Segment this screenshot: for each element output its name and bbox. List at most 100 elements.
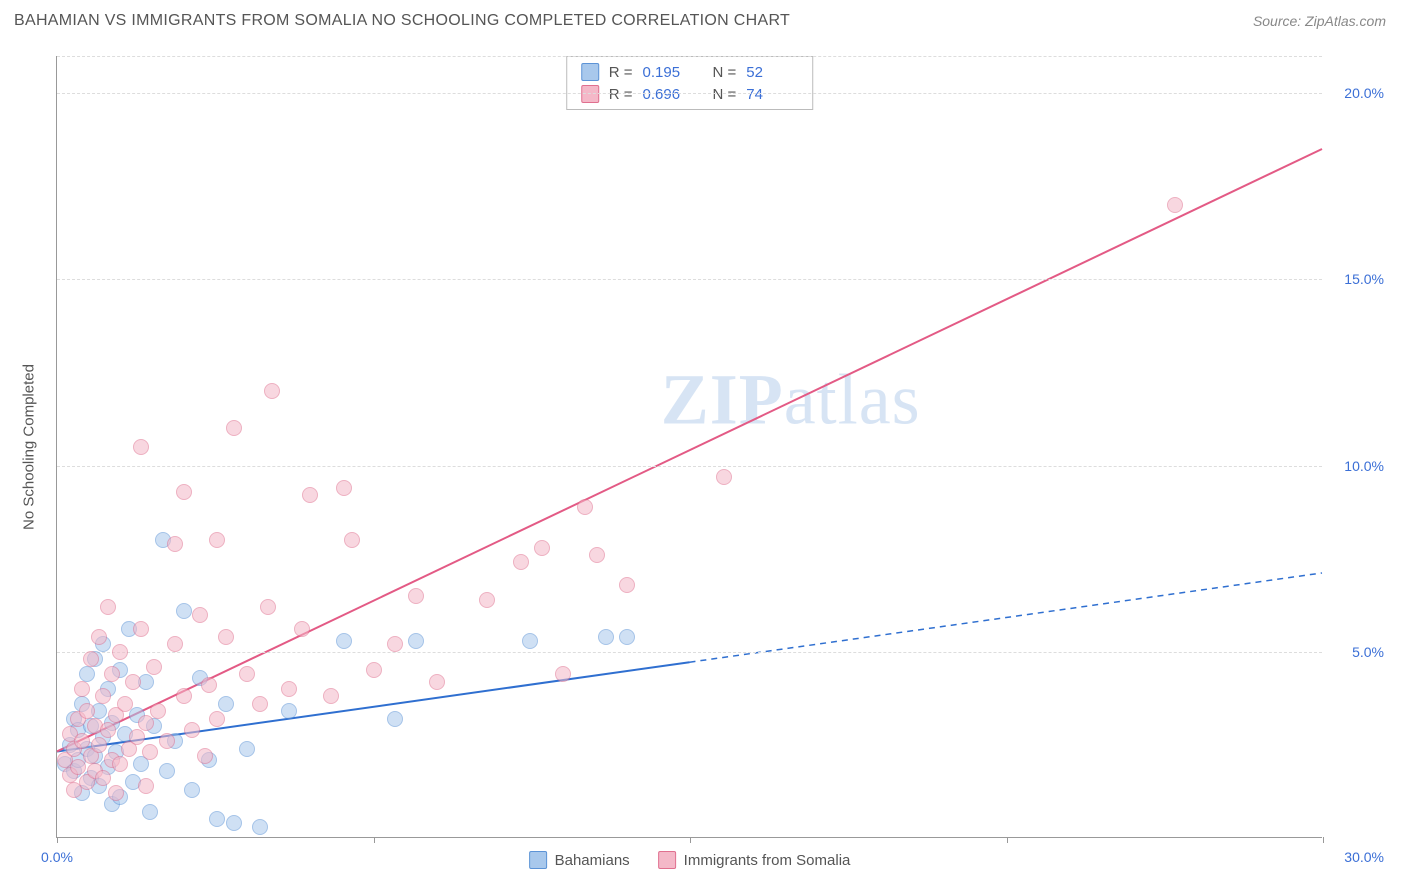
data-point xyxy=(366,662,382,678)
data-point xyxy=(577,499,593,515)
data-point xyxy=(218,696,234,712)
y-tick-label: 5.0% xyxy=(1328,644,1384,660)
data-point xyxy=(184,722,200,738)
data-point xyxy=(589,547,605,563)
x-tick xyxy=(374,837,375,843)
legend-label: Immigrants from Somalia xyxy=(684,852,851,869)
data-point xyxy=(408,588,424,604)
data-point xyxy=(74,681,90,697)
data-point xyxy=(209,532,225,548)
gridline xyxy=(57,466,1322,467)
data-point xyxy=(429,674,445,690)
data-point xyxy=(555,666,571,682)
data-point xyxy=(281,681,297,697)
plot-area: No Schooling Completed ZIPatlas R =0.195… xyxy=(56,56,1322,838)
data-point xyxy=(534,540,550,556)
x-tick xyxy=(690,837,691,843)
data-point xyxy=(184,782,200,798)
data-point xyxy=(167,636,183,652)
watermark-atlas: atlas xyxy=(784,359,921,439)
y-tick-label: 20.0% xyxy=(1328,85,1384,101)
data-point xyxy=(252,819,268,835)
data-point xyxy=(201,677,217,693)
data-point xyxy=(387,636,403,652)
gridline xyxy=(57,652,1322,653)
data-point xyxy=(281,703,297,719)
data-point xyxy=(142,744,158,760)
legend-item: Immigrants from Somalia xyxy=(658,851,851,869)
data-point xyxy=(100,722,116,738)
data-point xyxy=(209,811,225,827)
source-attribution: Source: ZipAtlas.com xyxy=(1253,13,1386,29)
data-point xyxy=(150,703,166,719)
trend-lines xyxy=(57,56,1322,837)
data-point xyxy=(302,487,318,503)
data-point xyxy=(598,629,614,645)
y-tick-label: 15.0% xyxy=(1328,271,1384,287)
stat-row: R =0.195N =52 xyxy=(581,61,799,83)
data-point xyxy=(79,703,95,719)
watermark-zip: ZIP xyxy=(661,359,784,439)
data-point xyxy=(264,383,280,399)
data-point xyxy=(387,711,403,727)
data-point xyxy=(112,756,128,772)
x-tick xyxy=(1323,837,1324,843)
data-point xyxy=(192,607,208,623)
data-point xyxy=(479,592,495,608)
legend-label: Bahamians xyxy=(555,852,630,869)
chart-header: BAHAMIAN VS IMMIGRANTS FROM SOMALIA NO S… xyxy=(0,0,1406,38)
data-point xyxy=(294,621,310,637)
gridline xyxy=(57,56,1322,57)
data-point xyxy=(133,621,149,637)
data-point xyxy=(112,644,128,660)
x-tick xyxy=(1007,837,1008,843)
data-point xyxy=(91,737,107,753)
legend-item: Bahamians xyxy=(529,851,630,869)
data-point xyxy=(522,633,538,649)
data-point xyxy=(513,554,529,570)
data-point xyxy=(129,729,145,745)
data-point xyxy=(176,688,192,704)
data-point xyxy=(226,815,242,831)
data-point xyxy=(176,603,192,619)
data-point xyxy=(159,733,175,749)
data-point xyxy=(336,633,352,649)
legend-swatch xyxy=(658,851,676,869)
data-point xyxy=(619,577,635,593)
gridline xyxy=(57,93,1322,94)
chart-title: BAHAMIAN VS IMMIGRANTS FROM SOMALIA NO S… xyxy=(14,12,790,30)
data-point xyxy=(100,599,116,615)
data-point xyxy=(716,469,732,485)
r-value: 0.195 xyxy=(643,64,695,81)
data-point xyxy=(252,696,268,712)
data-point xyxy=(117,696,133,712)
data-point xyxy=(260,599,276,615)
chart-container: No Schooling Completed ZIPatlas R =0.195… xyxy=(14,48,1392,878)
data-point xyxy=(142,804,158,820)
x-tick-label: 0.0% xyxy=(41,849,73,865)
data-point xyxy=(83,651,99,667)
data-point xyxy=(167,536,183,552)
x-tick-label: 30.0% xyxy=(1328,849,1384,865)
data-point xyxy=(74,733,90,749)
data-point xyxy=(91,629,107,645)
watermark: ZIPatlas xyxy=(661,358,921,441)
data-point xyxy=(1167,197,1183,213)
series-swatch xyxy=(581,63,599,81)
data-point xyxy=(125,674,141,690)
stats-box: R =0.195N =52R =0.696N =74 xyxy=(566,56,814,110)
data-point xyxy=(218,629,234,645)
data-point xyxy=(176,484,192,500)
n-value: 52 xyxy=(746,64,798,81)
data-point xyxy=(146,659,162,675)
data-point xyxy=(133,439,149,455)
data-point xyxy=(344,532,360,548)
data-point xyxy=(138,778,154,794)
legend: Bahamians Immigrants from Somalia xyxy=(529,851,851,869)
data-point xyxy=(239,741,255,757)
legend-swatch xyxy=(529,851,547,869)
data-point xyxy=(619,629,635,645)
y-axis-label: No Schooling Completed xyxy=(21,364,38,530)
data-point xyxy=(95,770,111,786)
n-label: N = xyxy=(713,64,737,81)
